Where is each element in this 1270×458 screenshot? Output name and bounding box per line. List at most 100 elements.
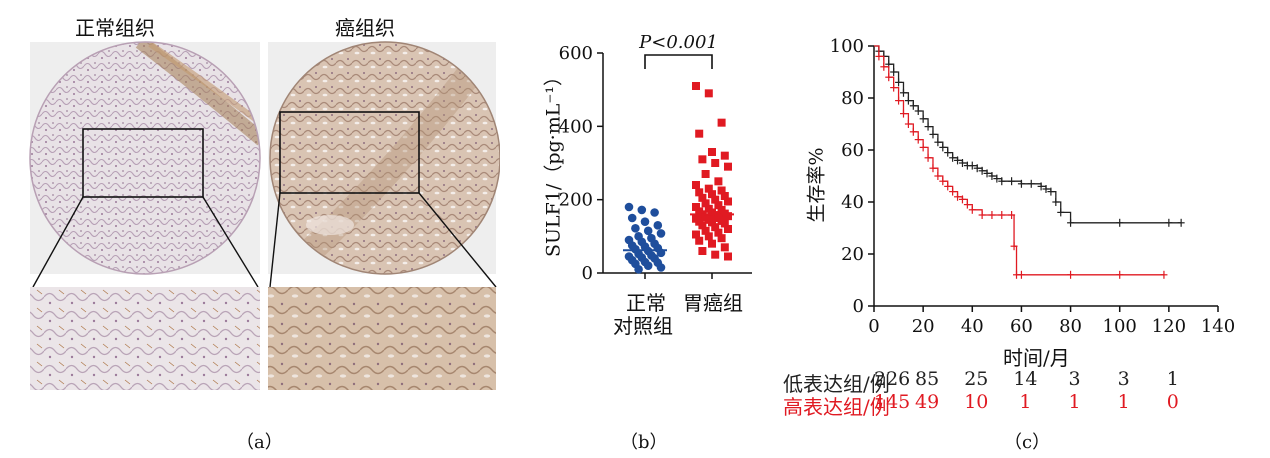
survival-x-tick-label: 80 — [1059, 316, 1082, 337]
survival-x-tick-label: 140 — [1201, 316, 1235, 337]
survival-y-tick-label: 20 — [841, 244, 864, 265]
survival-x-tick-label: 60 — [1010, 316, 1033, 337]
risk-count: 3 — [1068, 368, 1081, 390]
significance-bracket — [644, 54, 713, 69]
risk-high-label: 高表达组/例 — [783, 395, 890, 419]
scatter-point — [695, 188, 704, 197]
scatter-category-normal-line2: 对照组 — [613, 314, 673, 338]
scatter-point — [640, 217, 650, 226]
scatter-category-normal-line1: 正常 — [626, 291, 666, 315]
survival-y-tick-label: 100 — [830, 36, 864, 57]
risk-count: 145 — [874, 391, 911, 413]
risk-count: 1 — [1166, 368, 1179, 390]
survival-x-tick-label: 100 — [1103, 316, 1137, 337]
scatter-point — [708, 190, 716, 199]
scatter-point — [643, 226, 653, 236]
risk-count: 85 — [915, 368, 940, 390]
scatter-point — [698, 247, 707, 255]
scatter-point — [724, 212, 732, 221]
scatter-point — [720, 219, 729, 228]
scatter-point — [692, 230, 700, 239]
survival-x-tick-label: 120 — [1152, 316, 1186, 337]
scatter-point — [711, 159, 720, 167]
survival-x-tick-label: 20 — [912, 316, 935, 337]
scatter-point — [656, 229, 666, 238]
scatter-chart: 0 200 400 600 P<0.001 — [559, 32, 752, 284]
scatter-point — [695, 236, 704, 245]
scatter-point — [643, 261, 653, 270]
scatter-point — [714, 177, 723, 186]
label-normal-tissue: 正常组织 — [75, 16, 155, 40]
survival-chart: 0 20 40 60 80 100 0 20 40 60 80 100 120 140 — [830, 36, 1236, 337]
scatter-point — [724, 162, 732, 171]
survival-x-axis-label: 时间/月 — [1003, 346, 1070, 370]
scatter-y-tick-label: 0 — [582, 263, 593, 284]
label-cancer-tissue: 癌组织 — [335, 16, 395, 40]
caption-b: （b） — [620, 432, 668, 453]
ihc-image-panel — [29, 41, 500, 390]
scatter-point — [704, 89, 713, 98]
risk-count: 10 — [964, 391, 989, 413]
scatter-point — [698, 221, 707, 230]
scatter-point — [627, 213, 637, 223]
risk-low-label: 低表达组/例 — [783, 372, 890, 396]
scatter-point — [711, 195, 720, 204]
scatter-point — [624, 202, 634, 212]
scatter-point — [692, 181, 700, 189]
scatter-point — [717, 118, 726, 127]
risk-count: 14 — [1013, 368, 1038, 390]
scatter-point — [724, 225, 732, 233]
survival-line-low — [874, 45, 1182, 224]
scatter-point — [720, 151, 729, 160]
survival-y-tick-label: 80 — [841, 88, 864, 109]
scatter-y-tick-label: 200 — [559, 190, 593, 211]
scatter-point — [698, 193, 707, 202]
scatter-point — [714, 201, 723, 210]
scatter-point — [695, 129, 704, 138]
scatter-point — [720, 192, 729, 200]
scatter-point — [724, 252, 732, 261]
scatter-point — [717, 234, 726, 243]
scatter-point — [692, 82, 700, 90]
scatter-point — [656, 263, 666, 272]
scatter-point — [637, 205, 647, 215]
scatter-point — [708, 239, 716, 248]
scatter-point — [714, 228, 723, 237]
risk-count: 49 — [915, 391, 940, 413]
caption-c: （c） — [1004, 432, 1051, 453]
risk-count: 25 — [964, 368, 989, 390]
scatter-point — [711, 223, 720, 232]
risk-count: 3 — [1117, 368, 1130, 390]
survival-y-axis-label: 生存率% — [805, 147, 828, 223]
scatter-point — [701, 226, 710, 235]
scatter-point — [692, 203, 700, 211]
scatter-point — [701, 199, 710, 208]
survival-y-tick-label: 40 — [841, 192, 864, 213]
scatter-point — [711, 250, 720, 259]
scatter-category-cancer: 胃癌组 — [683, 291, 743, 315]
scatter-point — [708, 218, 716, 227]
scatter-point — [701, 170, 710, 178]
risk-count: 0 — [1166, 391, 1179, 413]
scatter-point — [720, 243, 729, 252]
scatter-point — [708, 148, 716, 156]
significance-label: P<0.001 — [638, 32, 718, 53]
scatter-point — [650, 208, 659, 217]
scatter-point — [704, 232, 713, 241]
scatter-y-tick-label: 600 — [559, 43, 593, 64]
scatter-point — [653, 221, 663, 230]
survival-y-tick-label: 60 — [841, 140, 864, 161]
scatter-y-axis-label: SULF1/（pg·mL⁻¹） — [542, 67, 565, 257]
survival-x-tick-label: 40 — [961, 316, 984, 337]
survival-y-tick-label: 0 — [853, 296, 864, 317]
risk-count: 1 — [1019, 391, 1032, 413]
scatter-point — [717, 186, 726, 195]
scatter-point — [634, 265, 643, 274]
risk-count: 1 — [1068, 391, 1081, 413]
scatter-point — [704, 184, 713, 193]
caption-a: （a） — [236, 432, 283, 453]
risk-count: 1 — [1117, 391, 1130, 413]
scatter-point — [631, 223, 640, 233]
scatter-point — [724, 197, 732, 206]
scatter-point — [698, 155, 707, 164]
